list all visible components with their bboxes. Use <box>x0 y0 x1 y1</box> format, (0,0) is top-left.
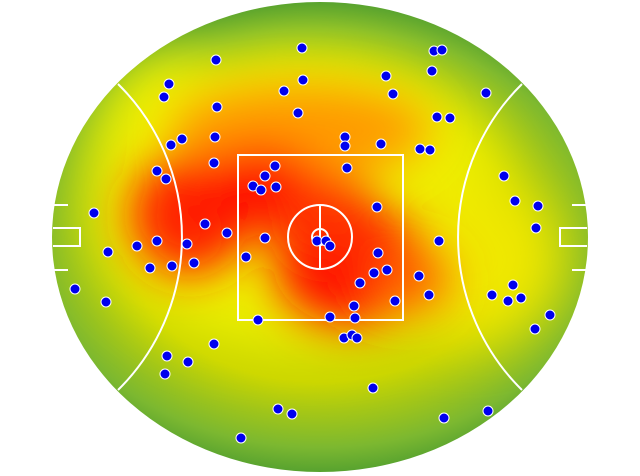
point <box>515 292 527 304</box>
point <box>380 70 392 82</box>
point <box>324 240 336 252</box>
point <box>498 170 510 182</box>
point <box>413 270 425 282</box>
point <box>387 88 399 100</box>
point <box>509 195 521 207</box>
point <box>278 85 290 97</box>
point <box>368 267 380 279</box>
field-lines <box>52 83 588 391</box>
point <box>354 277 366 289</box>
point <box>297 74 309 86</box>
point <box>436 44 448 56</box>
point <box>208 157 220 169</box>
point <box>272 403 284 415</box>
point <box>424 144 436 156</box>
point <box>182 356 194 368</box>
point <box>259 232 271 244</box>
point <box>433 235 445 247</box>
point <box>255 184 267 196</box>
point <box>151 165 163 177</box>
point <box>292 107 304 119</box>
point <box>372 247 384 259</box>
point <box>339 140 351 152</box>
point <box>444 112 456 124</box>
point <box>324 311 336 323</box>
point <box>240 251 252 263</box>
point <box>131 240 143 252</box>
point <box>423 289 435 301</box>
point <box>252 314 264 326</box>
point <box>158 91 170 103</box>
point <box>159 368 171 380</box>
point <box>486 289 498 301</box>
point <box>269 160 281 172</box>
point <box>199 218 211 230</box>
point <box>151 235 163 247</box>
point <box>349 312 361 324</box>
point <box>371 201 383 213</box>
point <box>389 295 401 307</box>
point <box>480 87 492 99</box>
point <box>375 138 387 150</box>
point <box>188 257 200 269</box>
point <box>381 264 393 276</box>
point <box>211 101 223 113</box>
point <box>235 432 247 444</box>
point <box>351 332 363 344</box>
point <box>259 170 271 182</box>
point <box>296 42 308 54</box>
point <box>544 309 556 321</box>
point <box>426 65 438 77</box>
point <box>165 139 177 151</box>
point <box>530 222 542 234</box>
point <box>144 262 156 274</box>
point <box>210 54 222 66</box>
point <box>507 279 519 291</box>
point <box>208 338 220 350</box>
point <box>529 323 541 335</box>
point <box>482 405 494 417</box>
point <box>270 181 282 193</box>
point <box>176 133 188 145</box>
point <box>100 296 112 308</box>
point <box>88 207 100 219</box>
point <box>438 412 450 424</box>
point <box>367 382 379 394</box>
point <box>209 131 221 143</box>
point <box>160 173 172 185</box>
point <box>431 111 443 123</box>
point <box>532 200 544 212</box>
point <box>166 260 178 272</box>
point <box>286 408 298 420</box>
point <box>69 283 81 295</box>
point <box>341 162 353 174</box>
point <box>163 78 175 90</box>
point <box>414 143 426 155</box>
point <box>102 246 114 258</box>
point <box>502 295 514 307</box>
point <box>161 350 173 362</box>
point <box>348 300 360 312</box>
point <box>221 227 233 239</box>
point <box>181 238 193 250</box>
